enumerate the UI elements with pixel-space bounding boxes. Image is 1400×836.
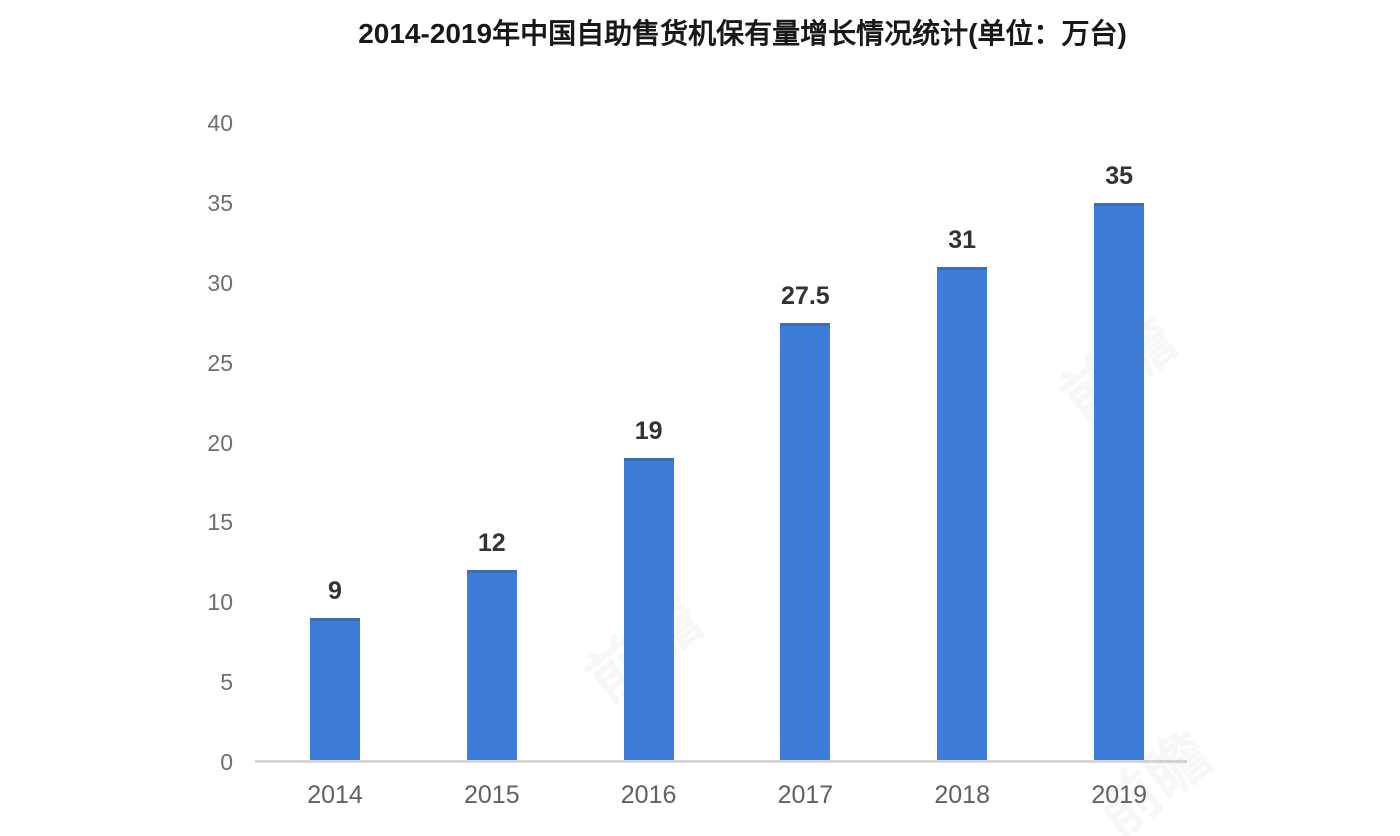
y-tick-30: 30 bbox=[207, 269, 233, 296]
value-label-2019: 35 bbox=[1105, 161, 1134, 190]
y-tick-5: 5 bbox=[220, 669, 233, 696]
y-tick-15: 15 bbox=[207, 509, 233, 536]
x-tick-2017: 2017 bbox=[777, 781, 834, 809]
value-label-2016: 19 bbox=[634, 417, 663, 446]
x-tick-2015: 2015 bbox=[463, 781, 520, 809]
bar-2014 bbox=[310, 618, 360, 761]
bar-2018 bbox=[937, 266, 988, 761]
x-tick-2016: 2016 bbox=[620, 781, 677, 809]
y-tick-20: 20 bbox=[207, 429, 233, 456]
bar-2017 bbox=[780, 322, 831, 761]
value-label-2018: 31 bbox=[948, 225, 977, 254]
y-tick-35: 35 bbox=[207, 189, 233, 216]
y-tick-10: 10 bbox=[207, 589, 233, 616]
value-label-2014: 9 bbox=[328, 577, 342, 606]
x-tick-2018: 2018 bbox=[934, 781, 990, 809]
x-axis-line bbox=[255, 760, 1187, 763]
bar-2016 bbox=[623, 458, 674, 761]
x-tick-2014: 2014 bbox=[307, 781, 363, 809]
chart-title: 2014-2019年中国自助售货机保有量增长情况统计(单位：万台) bbox=[358, 18, 1127, 49]
value-label-2015: 12 bbox=[477, 529, 506, 558]
bar-2019 bbox=[1094, 202, 1145, 761]
y-tick-0: 0 bbox=[220, 749, 233, 775]
y-tick-40: 40 bbox=[207, 110, 233, 136]
x-tick-2019: 2019 bbox=[1091, 781, 1147, 809]
y-tick-25: 25 bbox=[207, 349, 233, 376]
bar-2015 bbox=[466, 570, 517, 761]
value-label-2017: 27.5 bbox=[781, 281, 830, 310]
